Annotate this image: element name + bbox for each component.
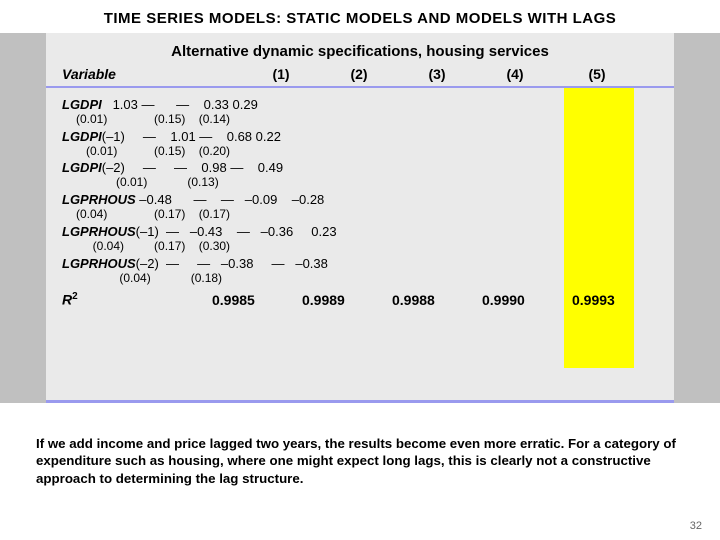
r2-value-2: 0.9989 — [302, 292, 392, 308]
table-header-row: Variable (1) (2) (3) (4) (5) — [46, 60, 674, 88]
variable-lag-suffix: (–2) — [102, 160, 125, 175]
coefficient-line: LGPRHOUS(–1) — –0.43 — –0.36 0.23 — [62, 225, 674, 240]
standard-error-line: (0.01) (0.13) — [76, 176, 674, 190]
column-header-4: (4) — [476, 66, 554, 82]
standard-error-line: (0.04) (0.17) (0.30) — [76, 240, 674, 254]
coefficient-values: — 1.01 — 0.68 0.22 — [125, 129, 281, 144]
coefficient-line: LGDPI(–2) — — 0.98 — 0.49 — [62, 161, 674, 176]
table-row: LGDPI(–1) — 1.01 — 0.68 0.22 (0.01) (0.1… — [62, 130, 674, 159]
variable-lag-suffix: (–2) — [136, 256, 159, 271]
column-header-3: (3) — [398, 66, 476, 82]
r-squared-label: R2 — [62, 291, 212, 308]
table-body: LGDPI 1.03 — — 0.33 0.29(0.01) (0.15) (0… — [46, 88, 674, 308]
coefficient-line: LGDPI 1.03 — — 0.33 0.29 — [62, 98, 674, 113]
slide-caption: If we add income and price lagged two ye… — [36, 435, 684, 487]
column-header-1: (1) — [242, 66, 320, 82]
column-header-2: (2) — [320, 66, 398, 82]
r-squared-row: R2 0.9985 0.9989 0.9988 0.9990 0.9993 — [62, 291, 674, 308]
slide: TIME SERIES MODELS: STATIC MODELS AND MO… — [0, 0, 720, 540]
table-row: LGDPI 1.03 — — 0.33 0.29(0.01) (0.15) (0… — [62, 98, 674, 127]
r2-value-1: 0.9985 — [212, 292, 302, 308]
coefficient-values: — –0.43 — –0.36 0.23 — [159, 224, 337, 239]
coefficient-line: LGPRHOUS –0.48 — — –0.09 –0.28 — [62, 193, 674, 208]
variable-name: LGPRHOUS — [62, 192, 136, 207]
coefficient-values: — — –0.38 — –0.38 — [159, 256, 328, 271]
table-row: LGPRHOUS(–2) — — –0.38 — –0.38 (0.04) (0… — [62, 257, 674, 286]
coefficient-values: 1.03 — — 0.33 0.29 — [102, 97, 258, 112]
variable-name: LGDPI — [62, 129, 102, 144]
r2-value-3: 0.9988 — [392, 292, 482, 308]
slide-title: TIME SERIES MODELS: STATIC MODELS AND MO… — [0, 0, 720, 33]
standard-error-line: (0.04) (0.17) (0.17) — [76, 208, 674, 222]
coefficient-line: LGPRHOUS(–2) — — –0.38 — –0.38 — [62, 257, 674, 272]
variable-name: LGDPI — [62, 97, 102, 112]
column-header-variable: Variable — [62, 66, 242, 82]
table-row: LGPRHOUS –0.48 — — –0.09 –0.28(0.04) (0.… — [62, 193, 674, 222]
coefficient-values: — — 0.98 — 0.49 — [125, 160, 283, 175]
table-row: LGPRHOUS(–1) — –0.43 — –0.36 0.23 (0.04)… — [62, 225, 674, 254]
variable-lag-suffix: (–1) — [102, 129, 125, 144]
variable-name: LGPRHOUS — [62, 256, 136, 271]
table-card: Alternative dynamic specifications, hous… — [46, 33, 674, 403]
r2-value-4: 0.9990 — [482, 292, 572, 308]
variable-lag-suffix: (–1) — [136, 224, 159, 239]
coefficient-values: –0.48 — — –0.09 –0.28 — [136, 192, 325, 207]
variable-name: LGPRHOUS — [62, 224, 136, 239]
r2-value-5: 0.9993 — [572, 292, 662, 308]
standard-error-line: (0.04) (0.18) — [76, 272, 674, 286]
table-subtitle: Alternative dynamic specifications, hous… — [46, 33, 674, 60]
variable-name: LGDPI — [62, 160, 102, 175]
column-header-5: (5) — [554, 66, 640, 82]
table-row: LGDPI(–2) — — 0.98 — 0.49 (0.01) (0.13) — [62, 161, 674, 190]
standard-error-line: (0.01) (0.15) (0.20) — [76, 145, 674, 159]
standard-error-line: (0.01) (0.15) (0.14) — [76, 113, 674, 127]
page-number: 32 — [690, 520, 702, 532]
table-bottom-rule — [46, 400, 674, 403]
coefficient-line: LGDPI(–1) — 1.01 — 0.68 0.22 — [62, 130, 674, 145]
background-block: Alternative dynamic specifications, hous… — [0, 33, 720, 403]
